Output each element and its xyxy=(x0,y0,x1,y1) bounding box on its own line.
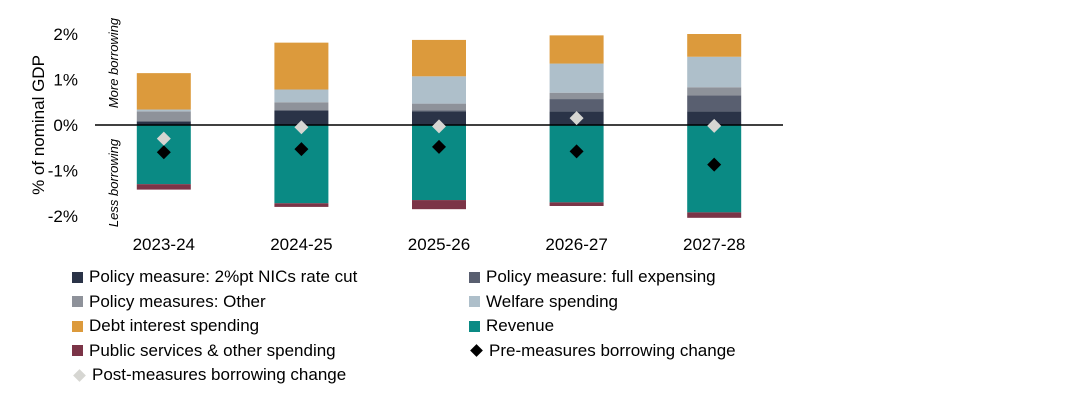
marker-pre_measures xyxy=(432,139,446,154)
marker-post_measures xyxy=(569,111,584,126)
bar-other_measures xyxy=(687,87,742,96)
bar-debt_interest xyxy=(136,73,191,110)
marker-pre_measures xyxy=(294,142,309,157)
bar-nics xyxy=(274,110,329,125)
y-tick-label: 1% xyxy=(53,71,78,90)
bar-revenue xyxy=(549,125,604,203)
bar-public_services xyxy=(687,212,742,218)
legend-item-welfare: Welfare spending xyxy=(469,290,618,314)
bar-welfare xyxy=(274,89,329,103)
bar-welfare xyxy=(549,63,604,93)
legend-label: Post-measures borrowing change xyxy=(92,365,347,384)
marker-pre_measures xyxy=(569,144,584,159)
legend-label: Revenue xyxy=(486,316,555,335)
bar-nics xyxy=(412,111,466,125)
legend-label: Welfare spending xyxy=(486,291,618,311)
x-tick-label: 2023-24 xyxy=(133,235,195,254)
bar-welfare xyxy=(412,76,466,104)
legend-label: Policy measures: Other xyxy=(89,291,266,311)
annotation-more-borrowing: More borrowing xyxy=(106,17,121,108)
bar-public_services xyxy=(274,203,329,207)
legend-item-public_services: Public services & other spending xyxy=(72,339,336,363)
marker-post_measures xyxy=(294,120,309,135)
legend-label: Pre-measures borrowing change xyxy=(489,340,736,360)
y-tick-label: 2% xyxy=(53,25,78,44)
y-tick-label: 0% xyxy=(53,116,78,135)
bars xyxy=(136,34,742,218)
legend-item-nics: Policy measure: 2%pt NICs rate cut xyxy=(72,265,357,289)
legend-swatch xyxy=(72,271,83,283)
legend-label: Debt interest spending xyxy=(89,316,260,335)
legend-swatch xyxy=(72,345,83,356)
x-tick-label: 2024-25 xyxy=(270,235,332,254)
bar-expensing xyxy=(412,110,466,112)
bar-public_services xyxy=(136,184,191,190)
x-tick-label: 2025-26 xyxy=(408,235,470,254)
bar-revenue xyxy=(412,125,466,201)
bar-debt_interest xyxy=(687,34,742,57)
y-axis: 2% 1% 0% -1% -2% xyxy=(48,25,78,226)
annotation-less-borrowing: Less borrowing xyxy=(106,138,121,227)
y-tick-label: -1% xyxy=(48,162,78,181)
bar-other_measures xyxy=(274,102,329,111)
marker-pre_measures xyxy=(707,157,722,172)
marker-post_measures xyxy=(707,118,722,133)
legend-swatch xyxy=(469,296,480,307)
y-axis-label: % of nominal GDP xyxy=(29,55,48,195)
bar-public_services xyxy=(412,200,466,210)
markers xyxy=(156,111,722,172)
x-tick-label: 2026-27 xyxy=(545,235,607,254)
legend-label: Public services & other spending xyxy=(89,340,336,360)
bar-other_measures xyxy=(549,92,604,100)
legend-item-expensing: Policy measure: full expensing xyxy=(469,265,716,289)
legend-item-other_measures: Policy measures: Other xyxy=(72,290,266,314)
bar-debt_interest xyxy=(549,35,604,64)
x-axis: 2023-24 2024-25 2025-26 2026-27 2027-28 xyxy=(133,235,746,254)
bar-welfare xyxy=(136,109,191,112)
bar-expensing xyxy=(549,99,604,112)
marker-post_measures xyxy=(156,131,171,146)
bar-other_measures xyxy=(136,111,191,122)
legend-swatch xyxy=(72,296,83,307)
y-tick-label: -2% xyxy=(48,207,78,226)
legend-diamond-icon xyxy=(73,368,86,382)
legend-diamond-icon xyxy=(470,344,483,357)
bar-welfare xyxy=(687,56,742,88)
legend-swatch xyxy=(469,320,480,332)
bar-revenue xyxy=(274,125,329,204)
x-tick-label: 2027-28 xyxy=(683,235,745,254)
legend-item-post_measures: Post-measures borrowing change xyxy=(72,363,346,387)
legend-item-pre_measures: Pre-measures borrowing change xyxy=(469,339,736,363)
legend-label: Policy measure: full expensing xyxy=(486,267,716,286)
legend-item-revenue: Revenue xyxy=(469,314,554,338)
legend-swatch xyxy=(469,271,480,283)
bar-debt_interest xyxy=(412,39,466,77)
bar-nics xyxy=(687,111,742,125)
bar-public_services xyxy=(549,202,604,206)
legend-label: Policy measure: 2%pt NICs rate cut xyxy=(89,267,358,286)
marker-pre_measures xyxy=(156,145,171,160)
legend-item-debt_interest: Debt interest spending xyxy=(72,314,259,338)
marker-post_measures xyxy=(432,119,446,134)
bar-expensing xyxy=(687,95,742,112)
legend-swatch xyxy=(72,320,83,332)
bar-debt_interest xyxy=(274,42,329,90)
bar-nics xyxy=(136,121,191,125)
bar-other_measures xyxy=(412,103,466,111)
